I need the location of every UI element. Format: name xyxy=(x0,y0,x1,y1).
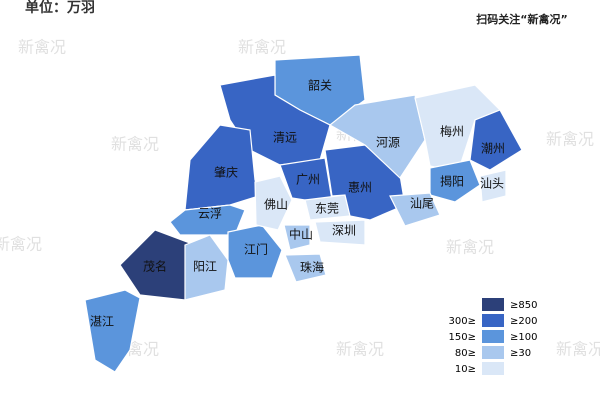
region xyxy=(169,204,246,236)
watermark: 新禽况 xyxy=(0,235,42,254)
region-label: 河源 xyxy=(376,136,400,150)
region xyxy=(314,219,366,246)
region-label: 揭阳 xyxy=(440,174,464,189)
region-labels: 韶关 清远 肇庆 云浮 茂名 阳江 江门 湛江 佛山 广州 中山 珠海 东莞 深… xyxy=(90,78,505,329)
region-label: 茂名 xyxy=(143,259,167,274)
region-label: 东莞 xyxy=(315,202,339,216)
legend-label: 300≥ xyxy=(449,316,476,327)
region-label: 湛江 xyxy=(90,315,114,329)
region-label: 深圳 xyxy=(332,224,356,238)
region-label: 肇庆 xyxy=(214,165,238,180)
region xyxy=(184,234,229,301)
region xyxy=(328,94,426,179)
legend-swatch xyxy=(482,346,504,359)
region-label: 佛山 xyxy=(264,198,288,212)
region xyxy=(283,224,311,251)
legend-label: ≥200 xyxy=(510,316,537,327)
region-label: 梅州 xyxy=(440,124,464,139)
legend-swatch xyxy=(482,314,504,327)
region-label: 汕尾 xyxy=(410,197,434,211)
region xyxy=(469,109,523,171)
qr-caption: 扫码关注“新禽况” xyxy=(476,12,567,26)
region-label: 清远 xyxy=(273,131,297,145)
region xyxy=(389,192,441,227)
region-label: 韶关 xyxy=(308,78,332,93)
region xyxy=(414,84,502,173)
region xyxy=(84,289,141,373)
region-label: 阳江 xyxy=(193,260,217,274)
watermark: 新禽况 xyxy=(546,130,594,149)
legend-label: ≥100 xyxy=(510,332,537,343)
legend-swatch xyxy=(482,298,504,311)
legend-label: 150≥ xyxy=(449,332,476,343)
unit: 单位：万羽 xyxy=(25,0,95,16)
legend-label: 10≥ xyxy=(455,364,476,375)
legend: ≥850 300≥ ≥200 150≥ ≥100 80≥ ≥30 10≥ xyxy=(449,298,537,375)
region-label: 江门 xyxy=(244,242,268,257)
region-label: 惠州 xyxy=(348,181,372,195)
region xyxy=(479,169,507,203)
region-label: 广州 xyxy=(296,173,320,187)
region xyxy=(429,159,481,203)
watermark: 新禽况 xyxy=(336,340,384,359)
watermark: 新禽况 xyxy=(18,38,66,57)
region-label: 珠海 xyxy=(300,260,324,275)
watermark: 新禽况 xyxy=(238,38,286,57)
legend-label: ≥30 xyxy=(510,348,531,359)
legend-label: 80≥ xyxy=(455,348,476,359)
watermark: 新禽况 xyxy=(446,238,494,257)
watermark: 新禽况 xyxy=(111,135,159,154)
legend-label: ≥850 xyxy=(510,300,537,311)
watermark: 新禽况 xyxy=(556,340,600,359)
region-label: 潮州 xyxy=(481,141,505,156)
legend-swatch xyxy=(482,330,504,343)
region xyxy=(284,253,327,283)
region-label: 汕头 xyxy=(480,177,504,191)
region xyxy=(254,175,293,231)
region-label: 中山 xyxy=(289,227,313,242)
region-label: 云浮 xyxy=(198,207,222,221)
legend-swatch xyxy=(482,362,504,375)
regions xyxy=(84,54,523,373)
